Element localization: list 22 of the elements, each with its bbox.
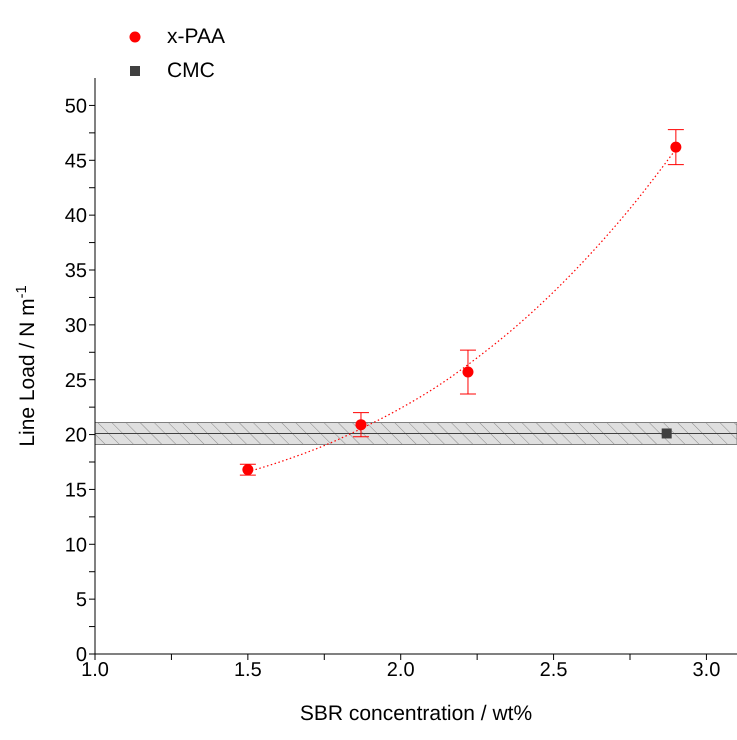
y-tick-label: 35: [64, 260, 87, 282]
y-tick-label: 25: [64, 370, 87, 392]
point: [242, 464, 254, 476]
y-tick-label: 15: [64, 480, 87, 502]
y-tick-label: 50: [64, 96, 87, 118]
x-tick-label: 2.5: [540, 659, 568, 682]
x-axis-title: SBR concentration / wt%: [300, 702, 532, 725]
y-tick-label: 45: [64, 150, 87, 172]
point: [670, 142, 682, 153]
y-tick-label: 40: [64, 205, 87, 228]
x-tick-label: 2.0: [386, 659, 415, 682]
point: [462, 366, 474, 378]
x-tick-label: 1.5: [234, 659, 262, 682]
x-tick-label: 3.0: [692, 659, 720, 682]
legend-label: x-PAA: [167, 25, 225, 49]
y-tick-label: 20: [64, 424, 87, 447]
y-tick-label: 10: [64, 534, 87, 556]
y-tick-label: 30: [64, 314, 87, 337]
point: [662, 428, 672, 438]
y-tick-label: 5: [76, 589, 87, 612]
legend-label: CMC: [167, 59, 215, 83]
point: [355, 419, 366, 430]
